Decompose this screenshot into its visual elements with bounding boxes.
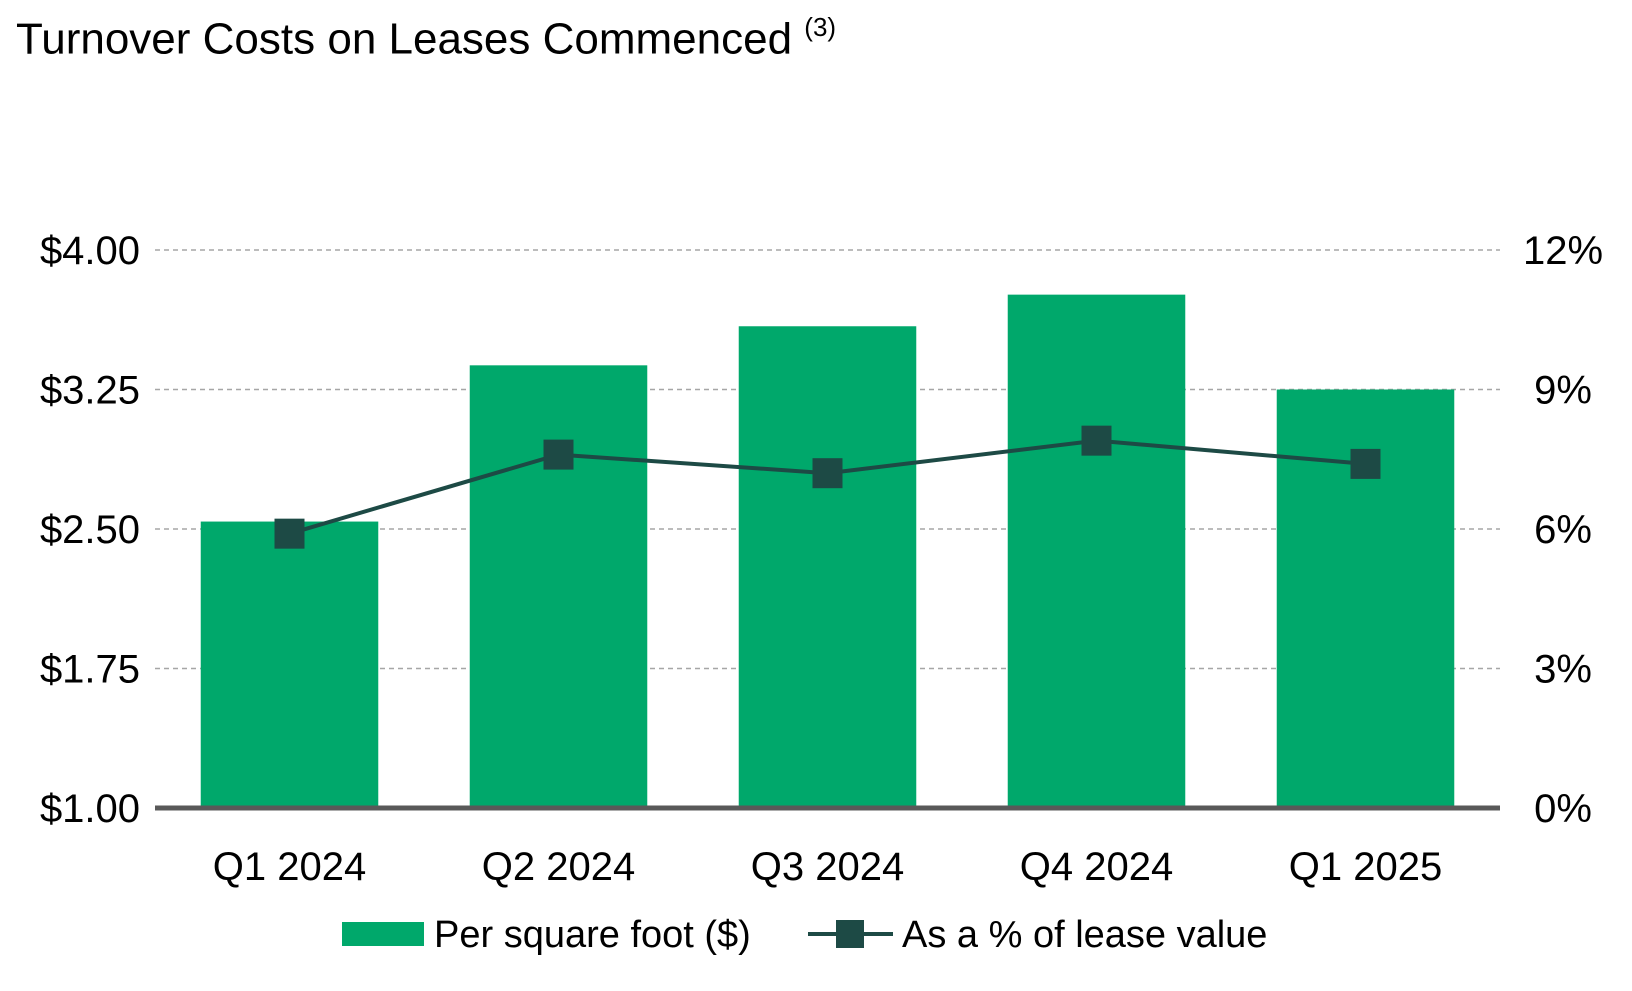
y-right-tick-label: 6% — [1534, 508, 1592, 552]
chart-title: Turnover Costs on Leases Commenced (3) — [16, 12, 837, 65]
y-right-ticks: 0% 3% 6% 9% 12% — [1523, 229, 1603, 831]
bar — [1007, 294, 1186, 808]
legend: Per square foot ($) As a % of lease value — [342, 914, 1267, 956]
line-marker — [274, 518, 305, 549]
y-left-tick-label: $3.25 — [40, 369, 140, 413]
line-series — [274, 425, 1381, 549]
legend-swatch-marker — [836, 920, 864, 948]
bar — [469, 365, 648, 808]
gridlines — [155, 249, 1500, 670]
y-right-tick-label: 0% — [1534, 787, 1592, 831]
x-tick-label: Q4 2024 — [1020, 845, 1173, 889]
line-marker — [543, 439, 574, 470]
x-ticks: Q1 2024 Q2 2024 Q3 2024 Q4 2024 Q1 2025 — [213, 845, 1442, 889]
x-tick-label: Q3 2024 — [751, 845, 904, 889]
y-right-tick-label: 12% — [1523, 229, 1603, 273]
y-left-ticks: $1.00 $1.75 $2.50 $3.25 $4.00 — [40, 229, 140, 831]
y-left-tick-label: $1.75 — [40, 648, 140, 692]
legend-swatch-bar — [342, 922, 424, 946]
y-right-tick-label: 9% — [1534, 369, 1592, 413]
y-left-tick-label: $1.00 — [40, 787, 140, 831]
y-left-tick-label: $2.50 — [40, 508, 140, 552]
bar — [738, 326, 917, 808]
line-marker — [1350, 448, 1381, 479]
chart-title-text: Turnover Costs on Leases Commenced — [16, 14, 793, 64]
x-tick-label: Q2 2024 — [482, 845, 635, 889]
bar-series — [200, 294, 1455, 808]
y-left-tick-label: $4.00 — [40, 229, 140, 273]
x-tick-label: Q1 2024 — [213, 845, 366, 889]
line-marker — [1081, 425, 1112, 456]
bar — [200, 521, 379, 808]
legend-label-line: As a % of lease value — [902, 914, 1267, 956]
x-tick-label: Q1 2025 — [1289, 845, 1442, 889]
y-right-tick-label: 3% — [1534, 648, 1592, 692]
chart-title-footnote: (3) — [804, 12, 837, 42]
legend-label-bar: Per square foot ($) — [434, 914, 751, 956]
line-marker — [812, 458, 843, 489]
